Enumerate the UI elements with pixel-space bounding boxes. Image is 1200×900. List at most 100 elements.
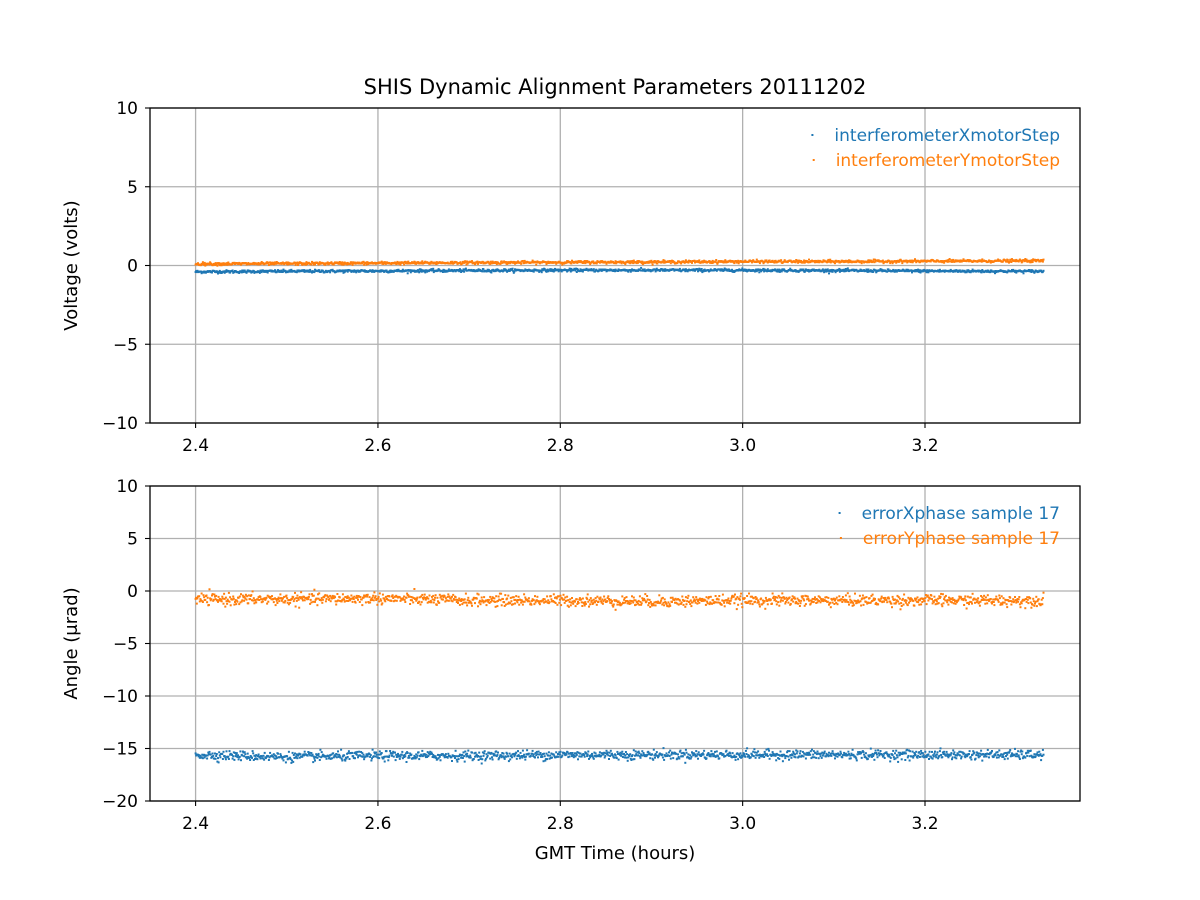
- bottom-data-point: [629, 602, 632, 605]
- bottom-data-point: [503, 756, 506, 759]
- bottom-data-point: [744, 749, 747, 752]
- bottom-data-point: [472, 758, 475, 760]
- bottom-data-point: [411, 599, 413, 602]
- bottom-data-point: [653, 754, 656, 757]
- top-data-point: [929, 260, 932, 263]
- bottom-data-point: [540, 756, 543, 758]
- bottom-data-point: [943, 753, 946, 756]
- bottom-data-point: [380, 603, 383, 606]
- bottom-data-point: [886, 752, 889, 755]
- top-data-point: [280, 270, 282, 273]
- bottom-data-point: [918, 751, 921, 754]
- bottom-data-point: [623, 756, 626, 759]
- top-data-point: [220, 270, 222, 273]
- top-data-point: [631, 268, 633, 271]
- bottom-data-point: [538, 753, 541, 756]
- top-data-point: [490, 271, 493, 274]
- bottom-data-point: [612, 605, 615, 608]
- bottom-data-point: [329, 600, 332, 603]
- top-data-point: [513, 270, 516, 273]
- top-data-point: [693, 259, 696, 262]
- top-data-point: [295, 262, 298, 265]
- bottom-data-point: [847, 750, 850, 753]
- top-data-point: [352, 261, 355, 264]
- top-data-point: [246, 270, 249, 273]
- bottom-data-point: [261, 598, 264, 601]
- bottom-data-point: [483, 750, 486, 753]
- top-x-tick-label: 2.4: [182, 436, 209, 456]
- bottom-data-point: [607, 595, 610, 598]
- top-data-point: [957, 270, 960, 273]
- bottom-data-point: [361, 752, 364, 755]
- bottom-data-point: [835, 753, 838, 756]
- bottom-data-point: [484, 599, 487, 602]
- bottom-data-point: [564, 752, 567, 755]
- bottom-data-point: [369, 754, 372, 757]
- bottom-data-point: [571, 755, 573, 758]
- bottom-data-point: [814, 751, 817, 754]
- top-data-point: [473, 262, 476, 265]
- top-data-point: [413, 269, 416, 272]
- bottom-data-point: [1036, 751, 1039, 754]
- bottom-data-point: [201, 757, 204, 760]
- bottom-data-point: [599, 596, 602, 599]
- bottom-data-point: [281, 597, 284, 600]
- bottom-data-point: [362, 753, 365, 756]
- bottom-data-point: [529, 602, 532, 605]
- bottom-data-point: [897, 751, 900, 754]
- bottom-data-point: [952, 753, 955, 756]
- top-data-point: [816, 261, 819, 264]
- bottom-data-point: [497, 599, 499, 602]
- top-data-point: [267, 264, 270, 266]
- top-data-point: [495, 262, 498, 264]
- bottom-data-point: [400, 753, 403, 756]
- bottom-data-point: [420, 754, 423, 757]
- top-data-point: [321, 269, 324, 272]
- top-data-point: [789, 267, 792, 270]
- top-data-point: [831, 270, 834, 273]
- top-data-point: [600, 261, 603, 264]
- top-data-point: [407, 260, 410, 263]
- bottom-data-point: [369, 599, 372, 602]
- bottom-data-point: [850, 752, 853, 755]
- bottom-data-point: [752, 750, 755, 753]
- bottom-data-point: [1032, 755, 1035, 758]
- bottom-data-point: [306, 598, 309, 601]
- bottom-data-point: [391, 594, 394, 597]
- top-data-point: [513, 261, 516, 264]
- bottom-data-point: [207, 753, 210, 756]
- bottom-data-point: [531, 599, 533, 602]
- top-data-point: [829, 261, 832, 264]
- top-data-point: [463, 270, 466, 273]
- top-data-point: [233, 261, 236, 264]
- bottom-data-point: [854, 756, 857, 759]
- top-data-point: [252, 270, 255, 272]
- bottom-data-point: [228, 750, 231, 753]
- bottom-data-point: [956, 752, 959, 755]
- bottom-data-point: [603, 595, 606, 598]
- bottom-data-point: [657, 755, 660, 758]
- top-data-point: [398, 262, 401, 265]
- bottom-data-point: [871, 755, 873, 758]
- bottom-data-point: [756, 754, 759, 757]
- top-data-point: [589, 269, 592, 272]
- bottom-data-point: [200, 756, 203, 759]
- bottom-data-point: [707, 752, 710, 754]
- bottom-data-point: [570, 753, 573, 756]
- bottom-data-point: [900, 758, 903, 761]
- bottom-data-point: [392, 600, 395, 603]
- bottom-data-point: [323, 596, 326, 599]
- bottom-data-point: [536, 595, 539, 598]
- bottom-data-point: [392, 750, 395, 753]
- bottom-data-point: [640, 602, 643, 605]
- bottom-data-point: [374, 595, 377, 598]
- bottom-data-point: [544, 759, 547, 762]
- bottom-data-point: [572, 602, 575, 605]
- bottom-data-point: [543, 598, 546, 601]
- bottom-data-point: [273, 757, 276, 760]
- bottom-data-point: [472, 598, 475, 601]
- bottom-data-point: [843, 751, 846, 754]
- bottom-data-point: [512, 752, 515, 755]
- top-data-point: [730, 270, 733, 272]
- top-data-point: [557, 268, 559, 271]
